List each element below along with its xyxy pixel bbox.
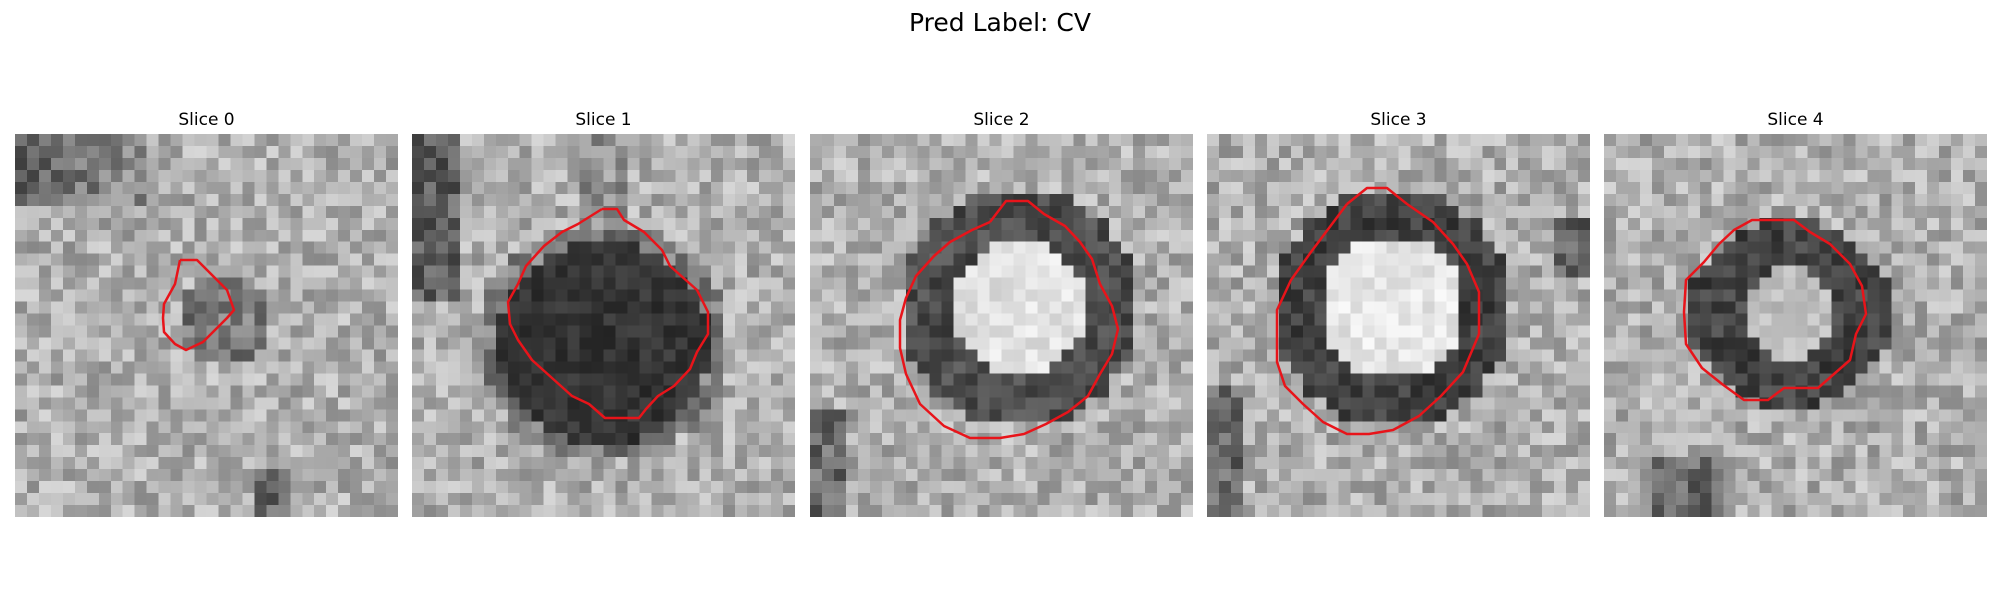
slice-image: [1207, 134, 1590, 517]
segmentation-contour: [898, 199, 1120, 440]
segmentation-contour: [1275, 186, 1481, 436]
segmentation-contour: [161, 258, 236, 352]
segmentation-contour: [506, 207, 710, 420]
slice-title: Slice 1: [575, 110, 632, 130]
slice-title: Slice 2: [973, 110, 1030, 130]
slice-image: [810, 134, 1193, 517]
slice-grayscale-image: [412, 134, 795, 517]
slice-image: [1604, 134, 1987, 517]
slice-grayscale-image: [1604, 134, 1987, 517]
slice-title: Slice 0: [178, 110, 235, 130]
slice-grayscale-image: [810, 134, 1193, 517]
slice-image: [412, 134, 795, 517]
figure-title: Pred Label: CV: [909, 8, 1091, 37]
slice-grayscale-image: [15, 134, 398, 517]
segmentation-contour: [1682, 218, 1868, 402]
slice-title: Slice 3: [1370, 110, 1427, 130]
slice-image: [15, 134, 398, 517]
slice-title: Slice 4: [1767, 110, 1824, 130]
